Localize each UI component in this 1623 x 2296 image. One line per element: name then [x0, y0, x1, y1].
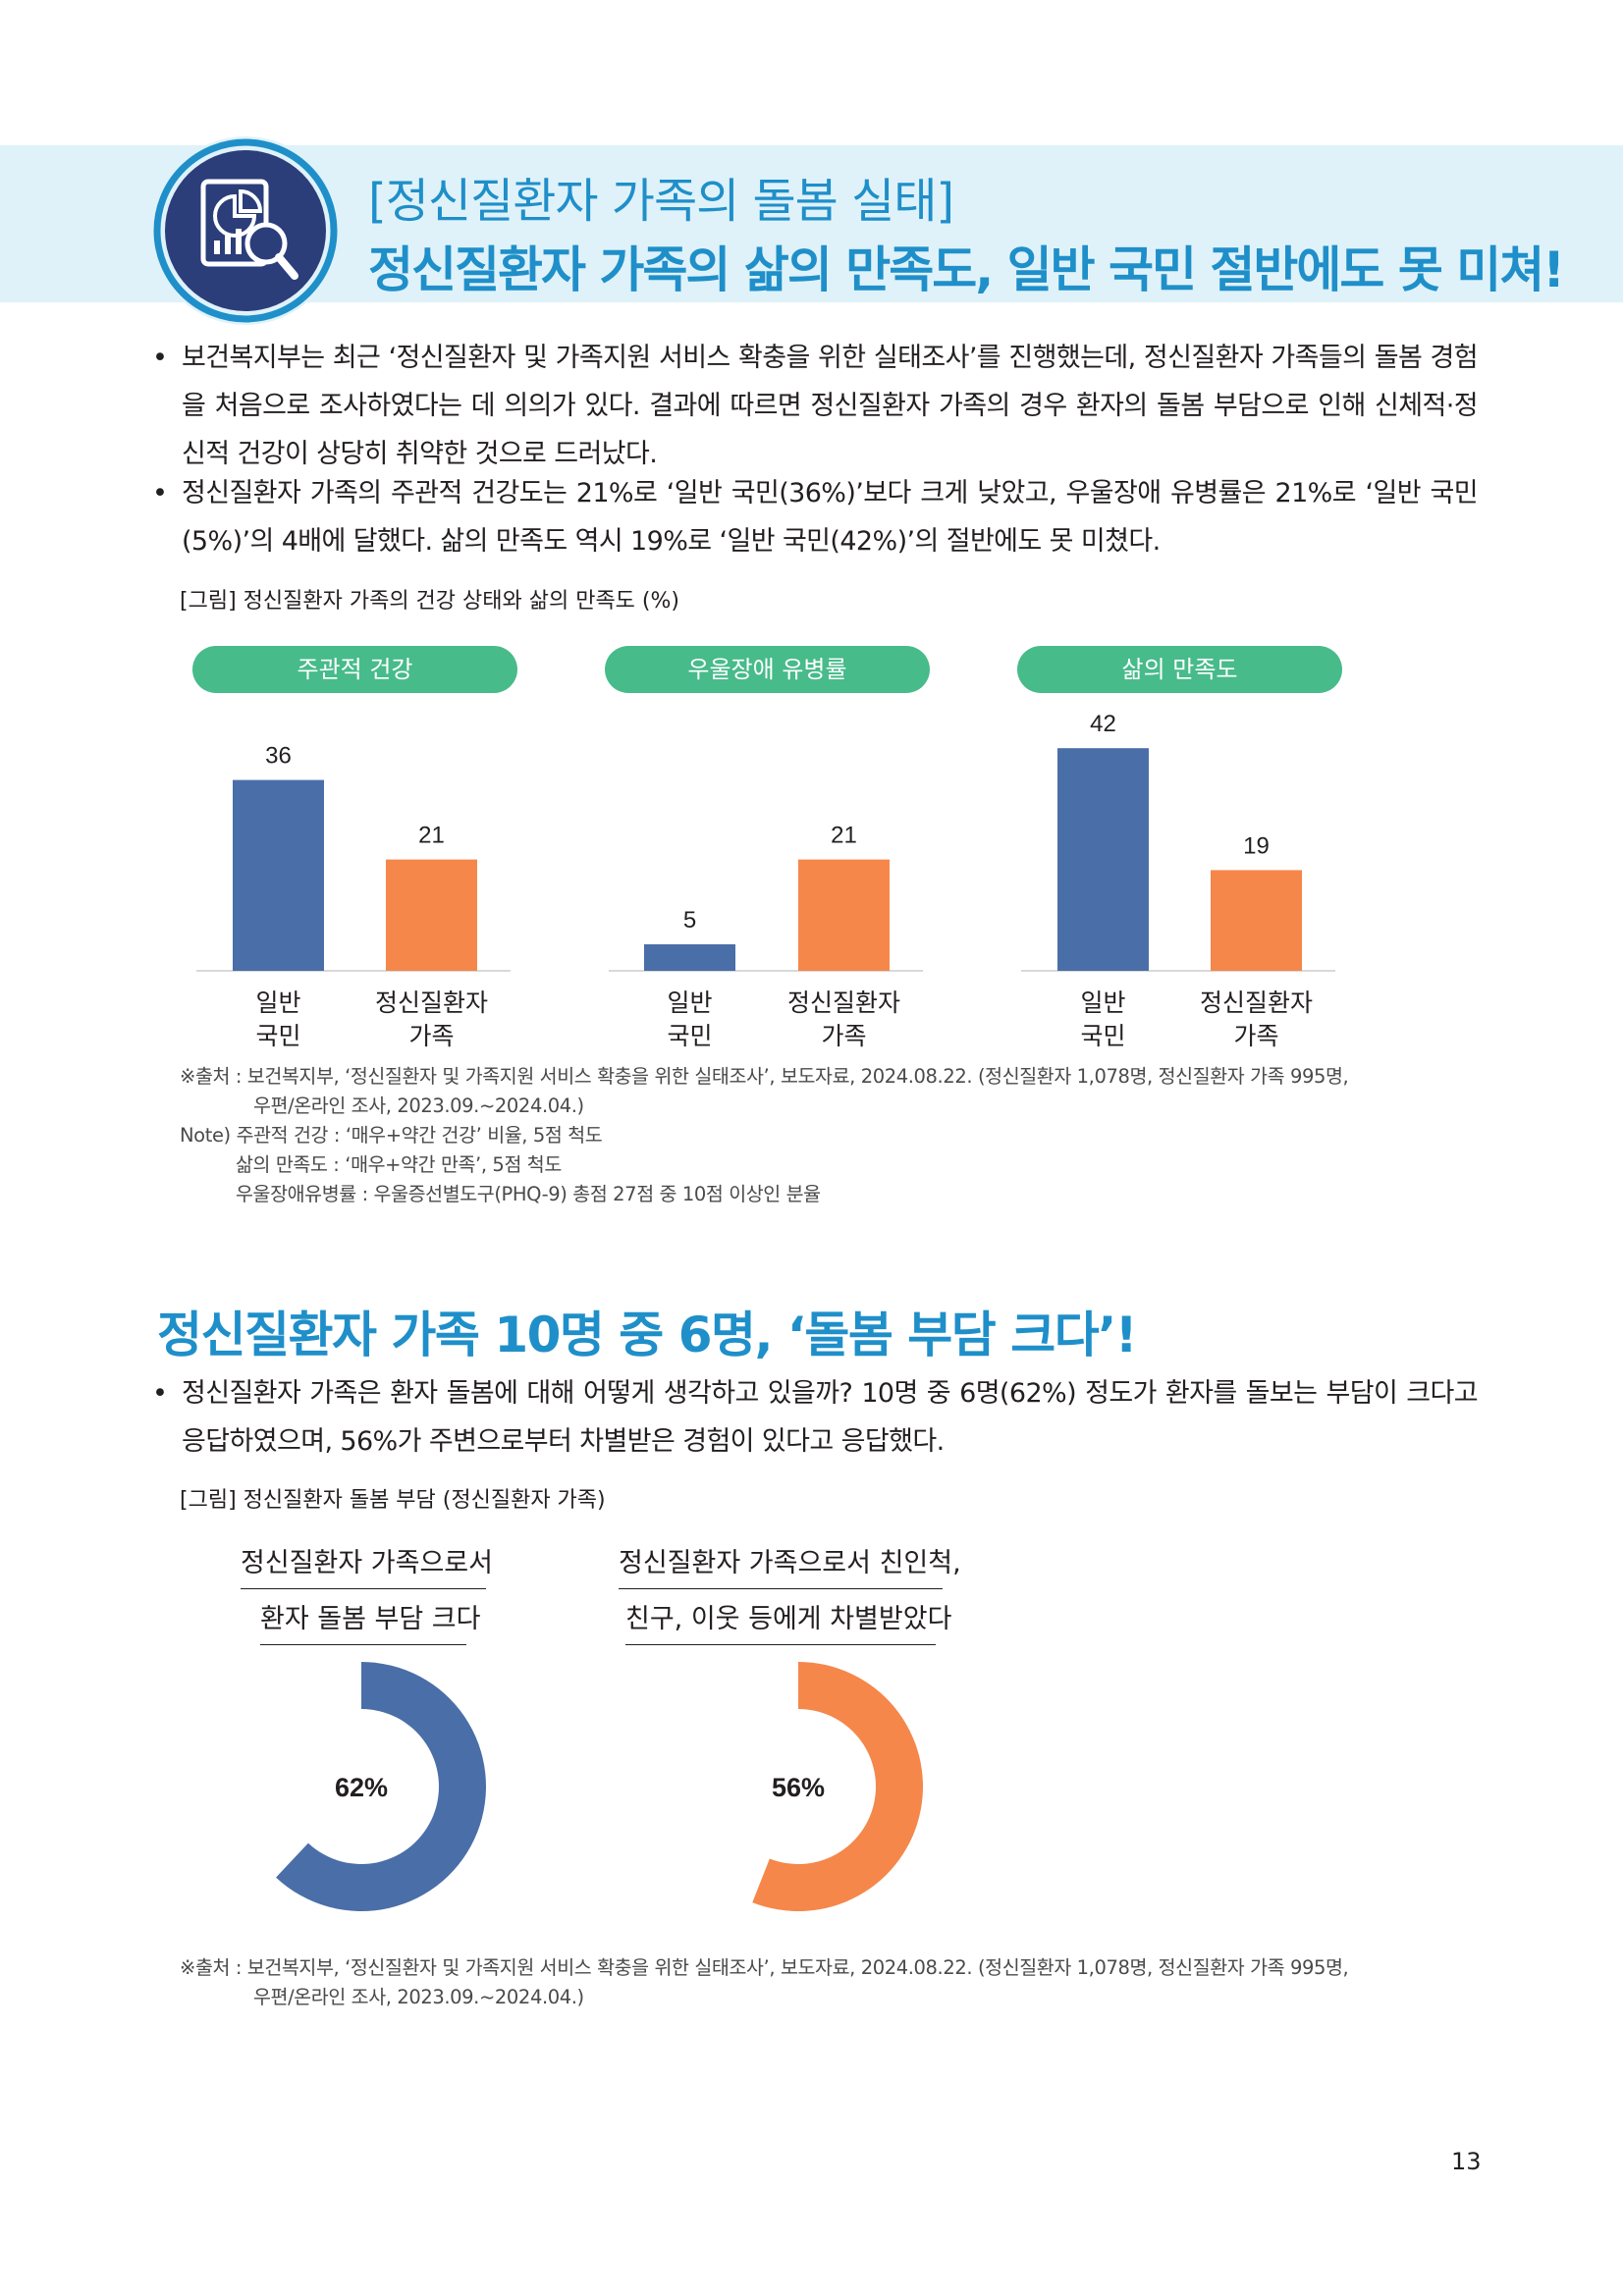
bullet-dot: •: [152, 343, 168, 373]
category-label: 일반: [255, 988, 300, 1017]
bullet-paragraph-1: • 보건복지부는 최근 ‘정신질환자 및 가족지원 서비스 확충을 위한 실태조…: [152, 334, 1479, 478]
category-label: 국민: [1080, 1022, 1125, 1050]
data-label: 21: [831, 823, 857, 849]
bar: [1211, 870, 1302, 971]
category-label: 국민: [255, 1022, 300, 1050]
category-label: 가족: [1233, 1022, 1278, 1050]
source-line: 우편/온라인 조사, 2023.09.~2024.04.): [253, 1095, 584, 1117]
category-label: 일반: [1080, 988, 1125, 1017]
note-line: Note) 주관적 건강 : ‘매우+약간 건강’ 비율, 5점 척도: [180, 1124, 603, 1147]
paragraph-text: 정신질환자 가족은 환자 돌봄에 대해 어떻게 생각하고 있을까? 10명 중 …: [182, 1378, 1479, 1457]
category-label: 정신질환자: [375, 988, 488, 1017]
source-line: ※출처 : 보건복지부, ‘정신질환자 및 가족지원 서비스 확충을 위한 실태…: [180, 1065, 1349, 1088]
data-label: 42: [1090, 711, 1116, 737]
donut-charts: 62% 56%: [276, 1662, 923, 1911]
donut-title-line: 환자 돌봄 부담 크다: [260, 1595, 480, 1645]
donut-title-line: 정신질환자 가족으로서: [241, 1539, 493, 1589]
category-label: 정신질환자: [1200, 988, 1313, 1017]
donut-label: 56%: [772, 1773, 825, 1802]
report-magnifier-icon: [147, 133, 344, 329]
paragraph-text: 정신질환자 가족의 주관적 건강도는 21%로 ‘일반 국민(36%)’보다 크…: [182, 478, 1479, 557]
chart-title-subjective-health: 주관적 건강: [192, 646, 517, 693]
category-label: 정신질환자: [787, 988, 900, 1017]
donut-title-discrimination: 정신질환자 가족으로서 친인척, 친구, 이웃 등에게 차별받았다: [619, 1539, 961, 1651]
section-title: 정신질환자 가족 10명 중 6명, ‘돌봄 부담 크다’!: [157, 1307, 1138, 1363]
category-label: 일반: [667, 988, 712, 1017]
category-label: 국민: [667, 1022, 712, 1050]
header-subtitle: [정신질환자 가족의 돌봄 실태]: [368, 174, 954, 229]
data-label: 19: [1243, 832, 1270, 859]
donut-title-burden: 정신질환자 가족으로서 환자 돌봄 부담 크다: [241, 1539, 493, 1651]
source-line: ※출처 : 보건복지부, ‘정신질환자 및 가족지원 서비스 확충을 위한 실태…: [180, 1956, 1349, 1979]
chart-title-depression: 우울장애 유병률: [605, 646, 930, 693]
category-label: 가족: [821, 1022, 866, 1050]
bar: [1057, 748, 1149, 971]
bullet-dot: •: [152, 478, 168, 508]
source-line: 우편/온라인 조사, 2023.09.~2024.04.): [253, 1986, 584, 2008]
note-line: 삶의 만족도 : ‘매우+약간 만족’, 5점 척도: [236, 1153, 562, 1176]
note-line: 우울장애유병률 : 우울증선별도구(PHQ-9) 총점 27점 중 10점 이상…: [236, 1183, 821, 1205]
category-label: 가족: [408, 1022, 454, 1050]
bar: [233, 779, 324, 971]
bullet-paragraph-2: • 정신질환자 가족의 주관적 건강도는 21%로 ‘일반 국민(36%)’보다…: [152, 469, 1479, 565]
data-label: 5: [683, 907, 696, 934]
figure-caption-1: [그림] 정신질환자 가족의 건강 상태와 삶의 만족도 (%): [180, 589, 679, 614]
bar: [386, 859, 477, 971]
header-title: 정신질환자 가족의 삶의 만족도, 일반 국민 절반에도 못 미쳐!: [368, 241, 1565, 298]
bullet-dot: •: [152, 1378, 168, 1409]
donut-label: 62%: [335, 1773, 388, 1802]
paragraph-text: 보건복지부는 최근 ‘정신질환자 및 가족지원 서비스 확충을 위한 실태조사’…: [182, 343, 1479, 469]
donut-title-line: 정신질환자 가족으로서 친인척,: [619, 1539, 961, 1589]
donut-segment: [752, 1662, 923, 1911]
bullet-paragraph-3: • 정신질환자 가족은 환자 돌봄에 대해 어떻게 생각하고 있을까? 10명 …: [152, 1369, 1479, 1466]
donut-segment: [276, 1662, 487, 1911]
page-number: 13: [1451, 2148, 1482, 2175]
figure-caption-2: [그림] 정신질환자 돌봄 부담 (정신질환자 가족): [180, 1488, 606, 1513]
chart-title-life-satisfaction: 삶의 만족도: [1017, 646, 1342, 693]
donut-title-line: 친구, 이웃 등에게 차별받았다: [625, 1595, 951, 1645]
data-label: 21: [418, 823, 445, 849]
data-label: 36: [265, 743, 292, 770]
bar: [644, 944, 735, 971]
bar: [798, 859, 890, 971]
